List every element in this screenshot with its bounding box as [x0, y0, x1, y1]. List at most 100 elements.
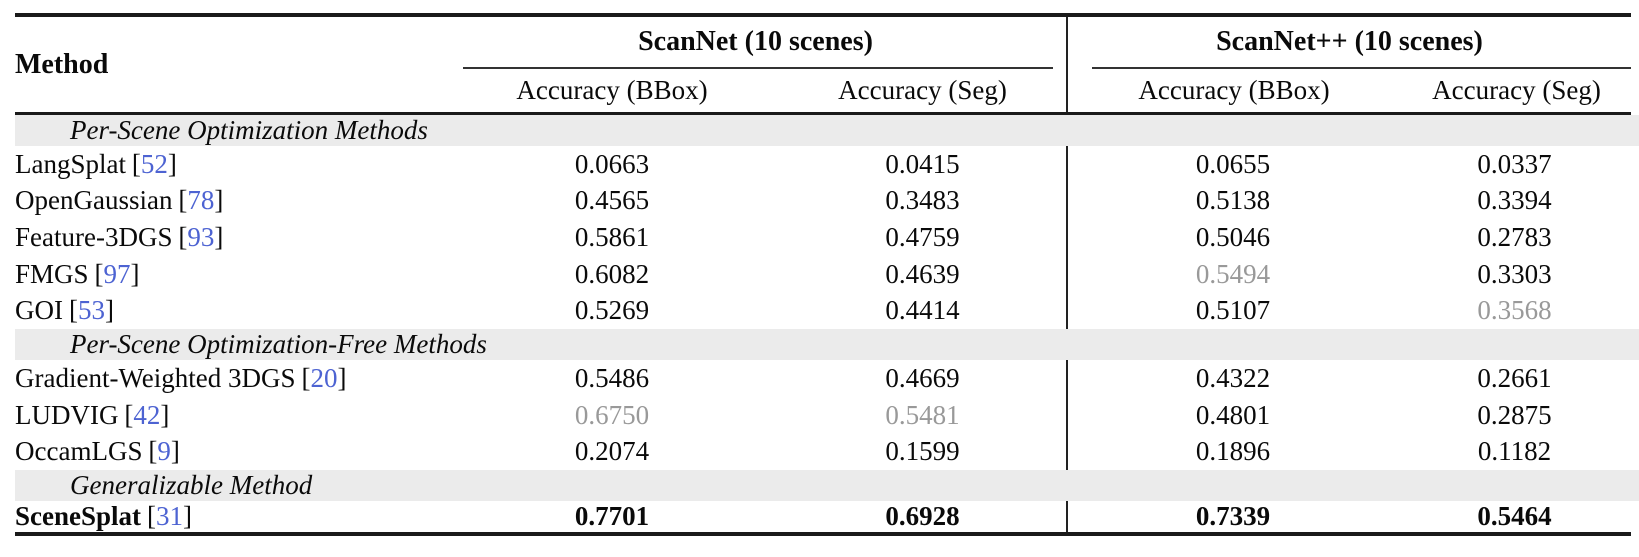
value-scannet-seg: 0.4759 — [885, 221, 960, 252]
method-name: OpenGaussian — [15, 185, 173, 216]
value-scannet-bbox: 0.6082 — [574, 258, 650, 289]
table-header: Method ScanNet (10 scenes) Accuracy (BBo… — [15, 17, 1631, 112]
column-header-scannetpp-bbox: Accuracy (BBox) — [1138, 75, 1330, 105]
value-scannet-bbox: 0.5269 — [574, 295, 650, 326]
citation-bracket: [ — [68, 295, 78, 326]
value-scannetpp-seg: 0.3394 — [1477, 185, 1552, 216]
method-cell: OccamLGS [9] — [15, 433, 445, 470]
method-name: Gradient-Weighted 3DGS — [15, 362, 296, 393]
value-scannet-seg: 0.6928 — [885, 501, 960, 531]
citation-bracket: ] — [160, 399, 170, 430]
citation-link[interactable]: 97 — [103, 258, 131, 289]
citation-link[interactable]: 9 — [157, 436, 171, 467]
table-rule-header-bottom — [15, 112, 1631, 115]
method-cell: LangSplat [52] — [15, 146, 445, 183]
value-scannetpp-bbox: 0.5494 — [1066, 255, 1398, 293]
citation-link[interactable]: 20 — [310, 362, 338, 393]
method-cell: GOI [53] — [15, 292, 445, 329]
table-row: OccamLGS [9] 0.2074 0.1599 0.1896 0.1182 — [15, 433, 1631, 471]
value-scannetpp-seg: 0.1182 — [1477, 436, 1552, 467]
results-table: Method ScanNet (10 scenes) Accuracy (BBo… — [15, 0, 1639, 536]
cmidrule-scannetpp — [1092, 67, 1631, 69]
value-scannet-seg: 0.0415 — [885, 148, 960, 179]
value-scannetpp-seg: 0.3568 — [1477, 295, 1552, 326]
table-row: Gradient-Weighted 3DGS [20] 0.5486 0.4669… — [15, 359, 1631, 397]
citation-bracket: ] — [214, 221, 224, 252]
citation-bracket: ] — [182, 501, 192, 531]
value-scannet-bbox: 0.5486 — [574, 362, 650, 393]
value-scannet-bbox: 0.7701 — [574, 501, 650, 531]
citation-bracket: [ — [178, 221, 188, 252]
value-scannet-seg: 0.4669 — [885, 362, 960, 393]
table-rule-top — [15, 13, 1631, 17]
method-name: FMGS — [15, 258, 89, 289]
method-name: GOI — [15, 295, 63, 326]
value-scannetpp-seg: 0.0337 — [1477, 148, 1552, 179]
citation-bracket: [ — [301, 362, 311, 393]
method-name: LangSplat — [15, 148, 126, 179]
value-scannet-bbox: 0.4565 — [574, 185, 650, 216]
method-cell: SceneSplat [31] — [15, 501, 445, 532]
column-header-scannet-seg: Accuracy (Seg) — [838, 75, 1007, 105]
table-row: FMGS [97] 0.6082 0.4639 0.5494 0.3303 — [15, 255, 1631, 293]
table-row: SceneSplat [31] 0.7701 0.6928 0.7339 0.54… — [15, 501, 1631, 532]
citation-link[interactable]: 53 — [77, 295, 105, 326]
value-scannet-bbox: 0.6750 — [574, 399, 650, 430]
value-scannet-seg: 0.3483 — [885, 185, 960, 216]
citation-link[interactable]: 78 — [187, 185, 215, 216]
value-scannet-bbox: 0.5861 — [574, 221, 650, 252]
citation-bracket: [ — [124, 399, 134, 430]
column-header-scannet-bbox: Accuracy (BBox) — [516, 75, 708, 105]
method-cell: Feature-3DGS [93] — [15, 219, 445, 256]
citation-link[interactable]: 93 — [187, 221, 215, 252]
section-header-optimization-free: Per-Scene Optimization-Free Methods — [15, 328, 1639, 360]
group-title-scannetpp: ScanNet++ (10 scenes) — [1216, 26, 1483, 57]
citation-bracket: ] — [170, 436, 180, 467]
citation-bracket: ] — [130, 258, 140, 289]
value-scannetpp-bbox: 0.0655 — [1066, 145, 1398, 183]
table-row: LangSplat [52] 0.0663 0.0415 0.0655 0.033… — [15, 145, 1631, 183]
method-name: OccamLGS — [15, 436, 143, 467]
value-scannetpp-bbox: 0.5107 — [1066, 292, 1398, 329]
table-row: LUDVIG [42] 0.6750 0.5481 0.4801 0.2875 — [15, 396, 1631, 434]
value-scannetpp-bbox: 0.5046 — [1066, 218, 1398, 256]
citation-link[interactable]: 31 — [155, 501, 183, 531]
value-scannet-seg: 0.1599 — [885, 436, 960, 467]
group-title-scannet: ScanNet (10 scenes) — [638, 26, 873, 57]
table-row: GOI [53] 0.5269 0.4414 0.5107 0.3568 — [15, 292, 1631, 329]
method-cell: FMGS [97] — [15, 256, 445, 293]
value-scannetpp-bbox: 0.4801 — [1066, 396, 1398, 434]
citation-bracket: ] — [214, 185, 224, 216]
table-row: Feature-3DGS [93] 0.5861 0.4759 0.5046 0.… — [15, 218, 1631, 256]
column-group-scannet: ScanNet (10 scenes) Accuracy (BBox) Accu… — [445, 17, 1066, 112]
method-cell: LUDVIG [42] — [15, 397, 445, 434]
citation-bracket: [ — [94, 258, 104, 289]
value-scannetpp-seg: 0.2783 — [1477, 221, 1552, 252]
value-scannet-seg: 0.4414 — [885, 295, 960, 326]
citation-bracket: ] — [337, 362, 347, 393]
citation-bracket: [ — [148, 436, 158, 467]
value-scannetpp-seg: 0.2661 — [1477, 362, 1552, 393]
value-scannetpp-seg: 0.2875 — [1477, 399, 1552, 430]
value-scannetpp-bbox: 0.4322 — [1066, 359, 1398, 397]
citation-bracket: ] — [104, 295, 114, 326]
value-scannetpp-bbox: 0.5138 — [1066, 182, 1398, 219]
table-row: OpenGaussian [78] 0.4565 0.3483 0.5138 0.… — [15, 182, 1631, 219]
citation-link[interactable]: 52 — [140, 148, 168, 179]
cmidrule-scannet — [463, 67, 1053, 69]
value-scannet-seg: 0.5481 — [885, 399, 960, 430]
section-header-per-scene-optimization: Per-Scene Optimization Methods — [15, 114, 1639, 146]
citation-link[interactable]: 42 — [133, 399, 161, 430]
method-cell: Gradient-Weighted 3DGS [20] — [15, 360, 445, 397]
value-scannet-bbox: 0.2074 — [574, 436, 650, 467]
section-header-generalizable: Generalizable Method — [15, 470, 1639, 501]
method-name: LUDVIG — [15, 399, 119, 430]
citation-bracket: [ — [178, 185, 188, 216]
method-cell: OpenGaussian [78] — [15, 182, 445, 219]
column-group-scannetpp: ScanNet++ (10 scenes) Accuracy (BBox) Ac… — [1066, 17, 1631, 112]
table-rule-bottom — [15, 532, 1631, 536]
column-header-scannetpp-seg: Accuracy (Seg) — [1432, 75, 1601, 105]
value-scannet-seg: 0.4639 — [885, 258, 960, 289]
method-name: Feature-3DGS — [15, 221, 173, 252]
value-scannetpp-bbox: 0.7339 — [1066, 501, 1398, 532]
